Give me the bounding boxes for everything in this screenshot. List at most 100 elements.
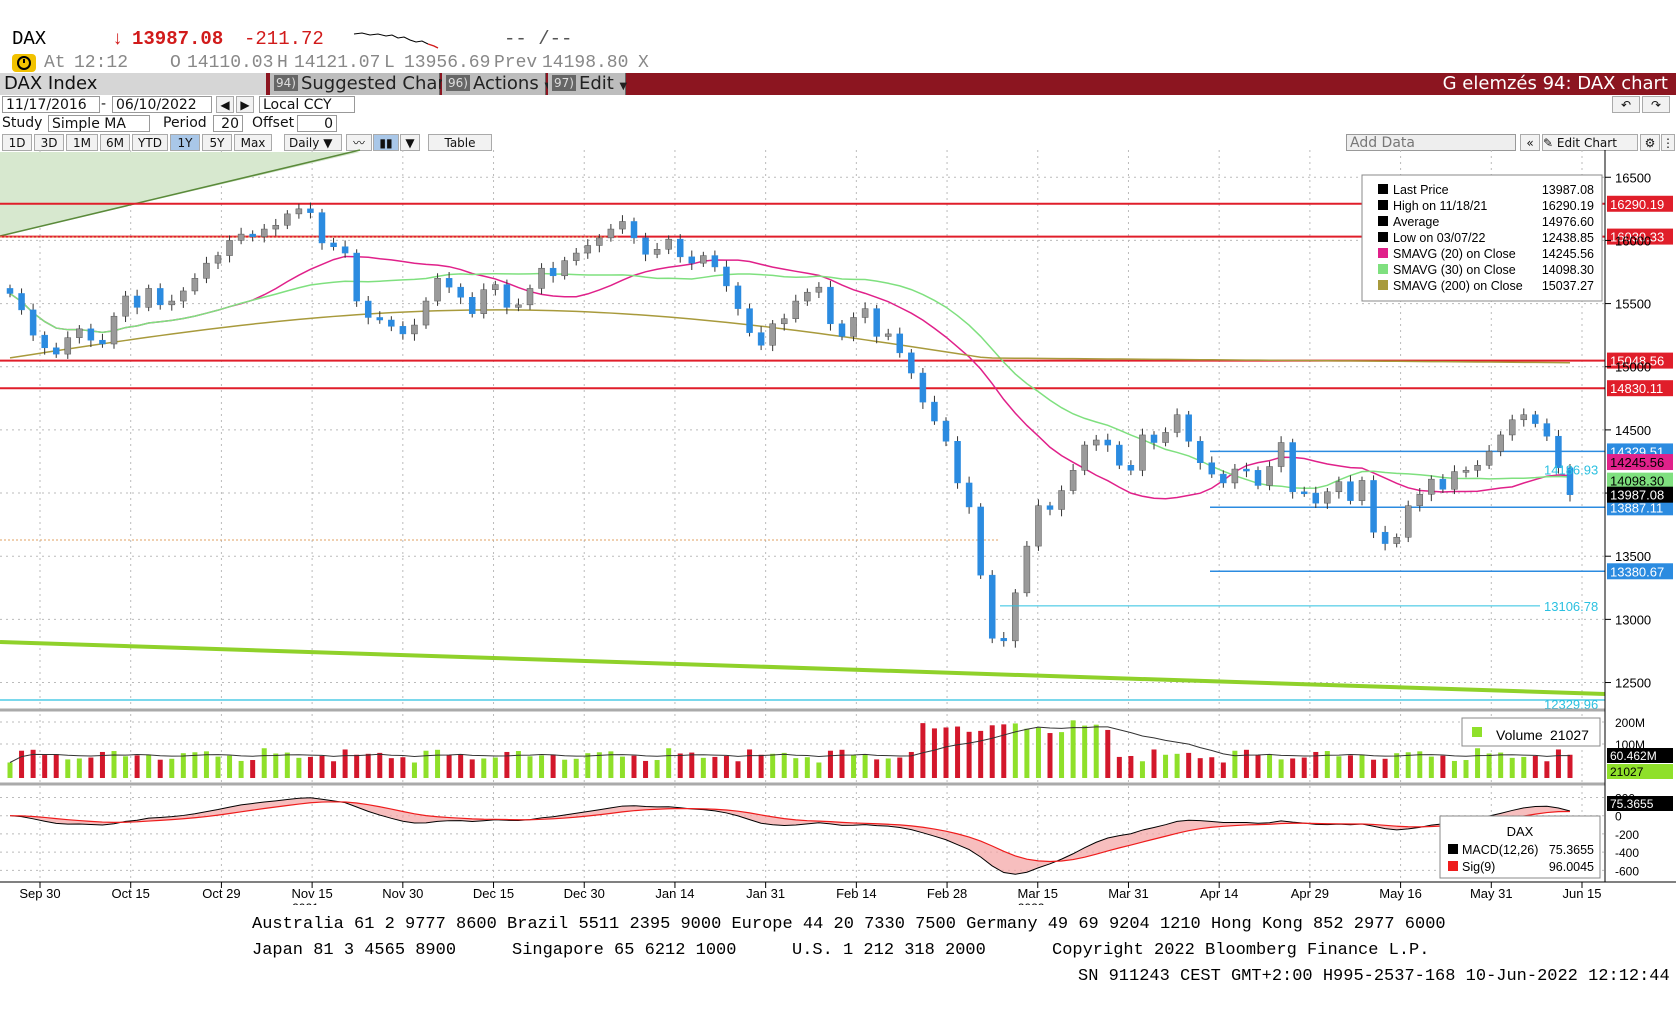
volume-bar — [1440, 755, 1446, 778]
next-period-icon[interactable]: ▶ — [236, 96, 254, 113]
y-tick-label: 14500 — [1615, 423, 1651, 438]
actions-menu[interactable]: 96)Actions ▼ — [442, 73, 552, 95]
candle-body — [780, 318, 788, 325]
legend-label: SMAVG (200) on Close — [1393, 279, 1523, 293]
volume-bar — [1255, 755, 1261, 778]
range-button-5y[interactable]: 5Y — [202, 134, 232, 151]
volume-bar — [989, 725, 995, 778]
range-button-6m[interactable]: 6M — [100, 134, 130, 151]
function-toolbar: DAX Index 94) Suggested Charts 96) Actions… — [0, 73, 1676, 95]
level-tag — [1607, 352, 1673, 369]
candle-body — [41, 334, 48, 349]
offset-field[interactable]: 0 — [297, 115, 337, 132]
range-button-1d[interactable]: 1D — [2, 134, 32, 151]
study-select[interactable]: Simple MA — [48, 115, 150, 132]
add-data-field[interactable]: Add Data — [1346, 134, 1516, 151]
trend-line-lower — [0, 640, 1606, 696]
candle-body — [1393, 537, 1400, 544]
volume-bar — [700, 757, 706, 778]
start-date-field[interactable]: 11/17/2016 — [2, 96, 100, 113]
volume-bar — [1567, 754, 1573, 778]
period-field[interactable]: 20 — [213, 115, 243, 132]
sma-line — [9, 255, 1571, 500]
footer-contacts: Australia 61 2 9777 8600 Brazil 5511 239… — [252, 915, 1446, 934]
macd-legend-title: DAX — [1507, 824, 1534, 839]
macd-fill — [10, 797, 1570, 875]
range-button-3d[interactable]: 3D — [34, 134, 64, 151]
candle-body — [1474, 465, 1481, 471]
volume-bar — [1417, 751, 1423, 778]
candle-body — [1370, 480, 1377, 533]
marker-tag — [1607, 472, 1673, 489]
end-date-field[interactable]: 06/10/2022 — [112, 96, 212, 113]
more-icon[interactable]: ⋮ — [1661, 134, 1675, 151]
volume-bar — [1105, 729, 1111, 778]
candle-body — [1566, 467, 1574, 495]
suggested-charts-menu[interactable]: 94) Suggested Charts — [270, 73, 461, 95]
candle-body — [1116, 444, 1123, 466]
chart-type-chevron-icon[interactable]: ▼ — [400, 134, 420, 151]
volume-bar — [319, 755, 325, 778]
frequency-select[interactable]: Daily ▼ — [284, 134, 342, 151]
candle-body — [318, 212, 326, 244]
range-button-max[interactable]: Max — [234, 134, 272, 151]
candle-body — [1104, 439, 1112, 446]
year-label: 2021 — [292, 901, 319, 905]
level-tag — [1607, 380, 1673, 397]
candle-body — [180, 290, 187, 302]
candle-body — [133, 295, 141, 308]
candle-body — [1173, 414, 1181, 433]
redo-icon[interactable]: ↷ — [1642, 96, 1670, 113]
candle-body — [965, 482, 973, 508]
volume-bar — [388, 758, 394, 778]
horizontal-levels: 16290.1916030.3315048.5614830.1114329.51… — [0, 195, 1673, 701]
candle-body — [145, 288, 152, 308]
range-button-ytd[interactable]: YTD — [132, 134, 168, 151]
x-tick-label: Nov 15 — [292, 886, 333, 901]
legend-swatch — [1378, 280, 1388, 290]
macd-legend-swatch — [1448, 861, 1458, 871]
volume-bar — [931, 728, 937, 778]
volume-bar — [515, 751, 521, 778]
security-field[interactable]: DAX Index — [0, 73, 266, 95]
volume-bar — [1555, 749, 1561, 778]
volume-legend-label: Volume — [1496, 727, 1543, 743]
candle-chart-icon[interactable]: ▮▮ — [373, 134, 399, 151]
candle-body — [1347, 481, 1354, 501]
range-button-1m[interactable]: 1M — [66, 134, 98, 151]
close-quote-button[interactable]: X — [638, 53, 649, 73]
volume-bar — [227, 755, 233, 778]
collapse-icon[interactable]: « — [1520, 134, 1540, 151]
volume-bar — [1313, 751, 1319, 778]
macd-tick-label: -600 — [1615, 864, 1639, 878]
footer-us: U.S. 1 212 318 2000 — [792, 941, 986, 960]
volume-bar — [1486, 753, 1492, 778]
volume-bars: 60.462M 21027 — [7, 720, 1673, 779]
volume-bar — [1012, 723, 1018, 778]
candle-body — [1127, 465, 1135, 471]
legend-swatch — [1378, 248, 1388, 258]
table-button[interactable]: Table — [428, 134, 492, 151]
volume-bar — [527, 756, 533, 778]
undo-icon[interactable]: ↶ — [1612, 96, 1640, 113]
volume-bar — [1047, 733, 1053, 778]
x-tick-label: Nov 30 — [382, 886, 423, 901]
range-button-1y[interactable]: 1Y — [170, 134, 200, 151]
gear-icon[interactable]: ⚙ — [1640, 134, 1660, 151]
volume-bar — [1116, 756, 1122, 778]
volume-legend-value: 21027 — [1550, 727, 1589, 743]
candle-body — [988, 574, 996, 639]
level-tag-label: 15048.56 — [1610, 354, 1664, 369]
edit-menu[interactable]: 97) Edit ▼ — [548, 73, 627, 95]
prev-period-icon[interactable]: ◀ — [216, 96, 234, 113]
volume-bar — [30, 749, 36, 778]
x-tick-label: Mar 31 — [1108, 886, 1148, 901]
volume-bar — [284, 752, 290, 778]
currency-select[interactable]: Local CCY — [259, 96, 355, 113]
candle-body — [1335, 481, 1343, 493]
edit-chart-button[interactable]: ✎ Edit Chart — [1542, 134, 1638, 151]
level-tag-label: 13380.67 — [1610, 564, 1664, 579]
signal-line — [9, 801, 1571, 863]
candle-body — [272, 225, 280, 230]
candle-body — [1439, 478, 1447, 490]
